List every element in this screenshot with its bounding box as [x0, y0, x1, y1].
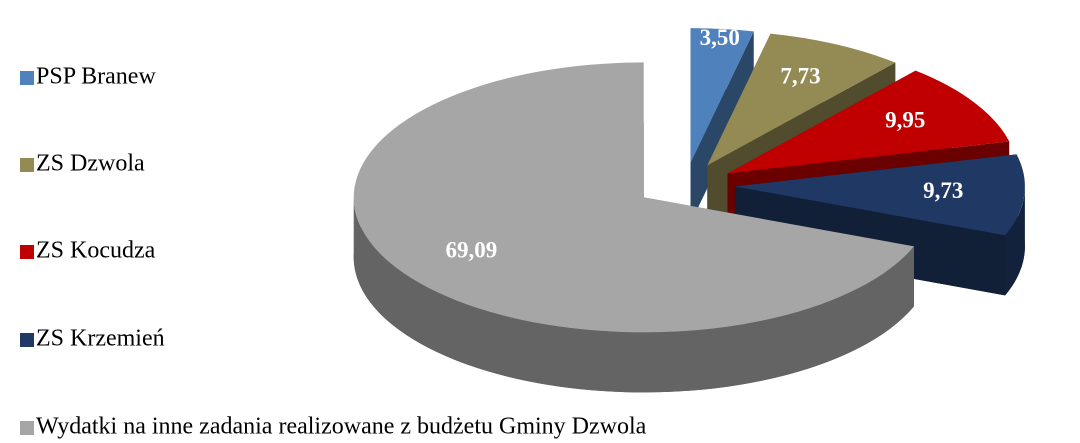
- legend-swatch: [20, 71, 34, 85]
- data-label: 69,09: [445, 238, 497, 263]
- legend-swatch: [20, 158, 34, 172]
- legend-swatch: [20, 333, 34, 347]
- data-label: 9,73: [923, 178, 963, 203]
- slice: [690, 28, 754, 164]
- legend-label: PSP Branew: [36, 64, 156, 90]
- slice-wall: [690, 31, 754, 224]
- legend-swatch: [20, 421, 34, 435]
- slice: [734, 154, 1025, 236]
- slice: [727, 70, 1010, 174]
- legend-swatch: [20, 245, 34, 259]
- legend-label: ZS Kocudza: [36, 238, 156, 264]
- data-label: 9,95: [885, 108, 925, 133]
- legend-label: ZS Krzemień: [36, 326, 165, 352]
- slice: [353, 62, 914, 333]
- slice: [707, 33, 896, 166]
- legend-label: ZS Dzwola: [36, 151, 145, 177]
- data-label: 3,50: [700, 25, 740, 50]
- slice-side: [1005, 186, 1025, 296]
- pie-tops: [353, 28, 1025, 333]
- data-label: 7,73: [780, 64, 820, 89]
- legend-label: Wydatki na inne zadania realizowane z bu…: [36, 414, 647, 440]
- slice-side: [353, 197, 914, 393]
